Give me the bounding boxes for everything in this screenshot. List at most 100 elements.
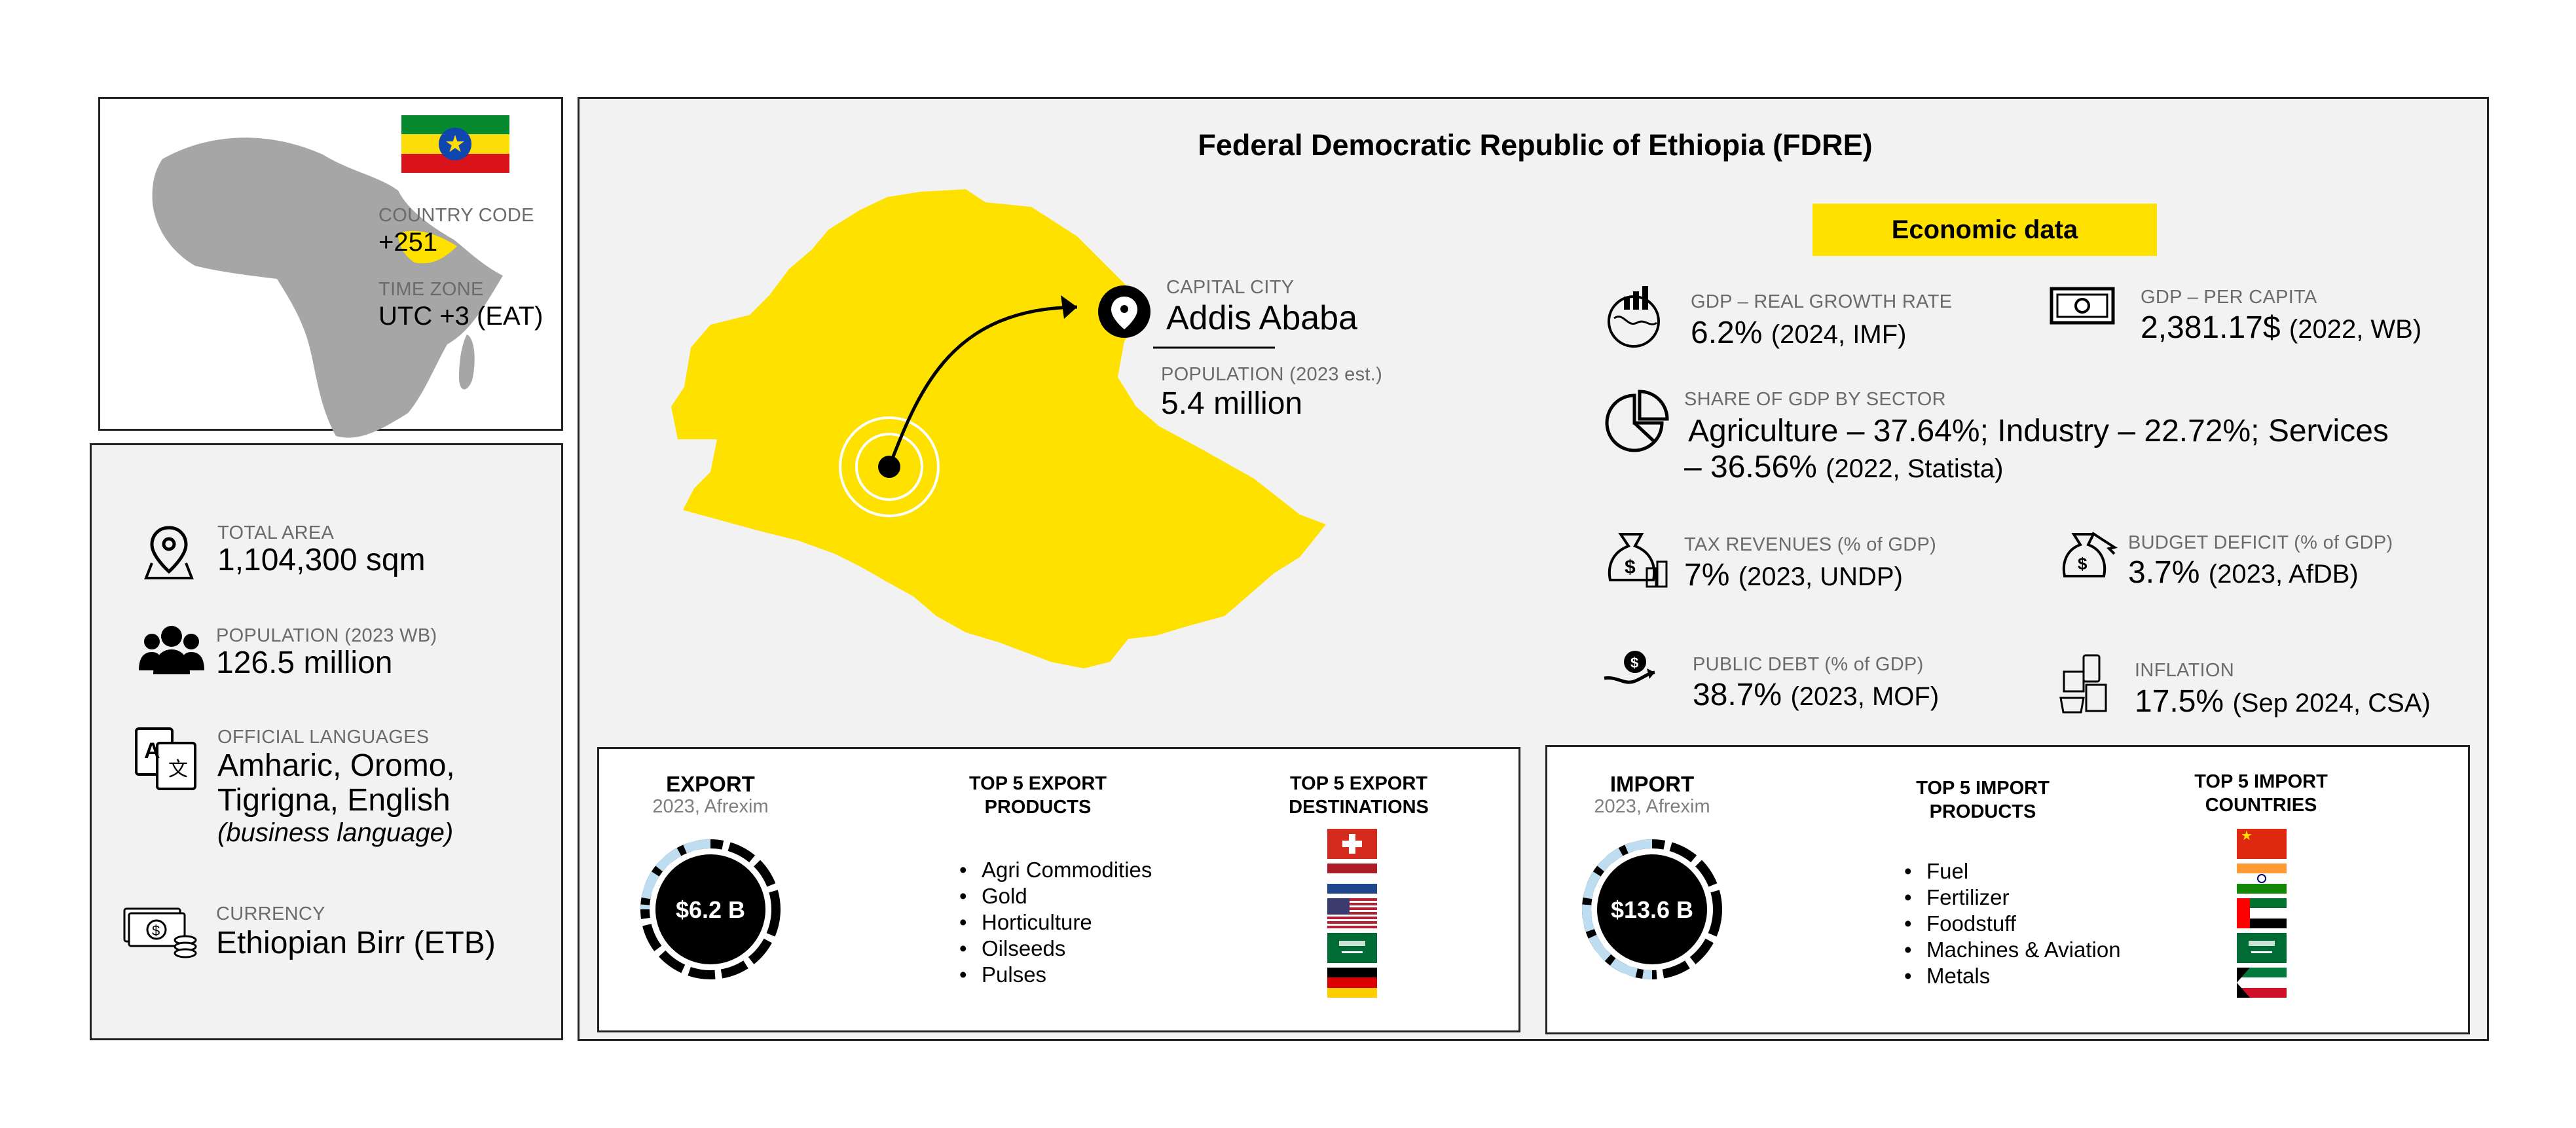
import-card: IMPORT 2023, Afrexim $13.6 B TOP 5 IMPOR… <box>1545 745 2470 1034</box>
germany-flag-icon <box>1327 968 1377 998</box>
tax-revenues-number: 7% <box>1684 558 1730 592</box>
import-countries-header-line-2: COUNTRIES <box>2205 795 2317 816</box>
gdp-sector-line-1: Agriculture – 37.64%; Industry – 22.72%;… <box>1688 414 2389 448</box>
banknote-icon <box>2050 287 2115 325</box>
currency-label: CURRENCY <box>216 903 325 924</box>
list-item: Foodstuff <box>1904 911 2121 937</box>
tax-revenues-source: (2023, UNDP) <box>1738 562 1903 591</box>
switzerland-flag-icon <box>1327 829 1377 859</box>
export-card: EXPORT 2023, Afrexim $6.2 B TOP 5 EXPORT… <box>597 747 1520 1032</box>
location-pin-icon <box>144 526 194 579</box>
gdp-per-capita-source: (2022, WB) <box>2289 315 2422 344</box>
list-item: Oilseeds <box>959 936 1152 962</box>
time-zone-label: TIME ZONE <box>378 279 484 300</box>
export-destinations-header-line-1: TOP 5 EXPORT <box>1289 773 1428 794</box>
export-destinations-header-line-2: DESTINATIONS <box>1289 797 1429 818</box>
list-item: Metals <box>1904 963 2121 989</box>
list-item: Fuel <box>1904 858 2121 884</box>
gdp-per-capita-value: 2,381.17$ (2022, WB) <box>2141 310 2421 346</box>
translate-language-icon: A 文 <box>135 727 196 790</box>
svg-text:$: $ <box>1625 556 1636 578</box>
gdp-growth-value: 6.2% (2024, IMF) <box>1691 315 1906 351</box>
saudi-arabia-flag-icon <box>2237 933 2287 963</box>
inflation-number: 17.5% <box>2135 684 2224 719</box>
country-card: ★ COUNTRY CODE +251 TIME ZONE UTC +3 (EA… <box>98 97 563 438</box>
budget-deficit-label: BUDGET DEFICIT (% of GDP) <box>2128 532 2393 553</box>
gdp-sector-line-2: – 36.56% (2022, Statista) <box>1684 449 2003 485</box>
capital-population-label: POPULATION (2023 est.) <box>1161 364 1383 385</box>
country-code-value: +251 <box>378 228 438 257</box>
languages-line-1: Amharic, Oromo, <box>217 748 455 783</box>
gdp-sector-source: (2022, Statista) <box>1826 454 2004 483</box>
capital-city-value: Addis Ababa <box>1166 299 1358 337</box>
export-source: 2023, Afrexim <box>652 796 769 817</box>
import-products-header-line-2: PRODUCTS <box>1929 801 2036 822</box>
public-debt-label: PUBLIC DEBT (% of GDP) <box>1693 654 1924 675</box>
svg-text:A: A <box>144 738 160 763</box>
languages-note: (business language) <box>217 818 454 847</box>
china-flag-icon: ★ <box>2237 829 2287 859</box>
export-products-list: Agri Commodities Gold Horticulture Oilse… <box>959 857 1152 988</box>
import-countries-header-line-1: TOP 5 IMPORT <box>2194 771 2328 792</box>
india-flag-icon <box>2237 864 2287 894</box>
main-panel: Federal Democratic Republic of Ethiopia … <box>578 97 2489 1041</box>
total-area-value: 1,104,300 sqm <box>217 543 426 577</box>
gdp-growth-globe-icon <box>1608 286 1660 348</box>
import-title: IMPORT <box>1610 772 1695 796</box>
svg-text:$: $ <box>2078 554 2088 573</box>
usa-flag-icon <box>1327 898 1377 928</box>
cash-money-icon: $ <box>123 907 197 958</box>
public-debt-value: 38.7% (2023, MOF) <box>1693 677 1939 713</box>
tax-money-bag-icon: $ <box>1608 533 1668 588</box>
public-debt-icon: $ <box>1604 651 1655 684</box>
export-products-header: TOP 5 EXPORT PRODUCTS <box>940 772 1136 819</box>
economic-data-heading: Economic data <box>1812 204 2157 256</box>
import-source: 2023, Afrexim <box>1594 796 1710 817</box>
gdp-per-capita-number: 2,381.17$ <box>2141 310 2281 345</box>
budget-deficit-number: 3.7% <box>2128 555 2200 590</box>
public-debt-source: (2023, MOF) <box>1790 682 1940 711</box>
import-value-ring <box>1581 839 1722 979</box>
population-people-icon <box>139 626 204 674</box>
list-item: Machines & Aviation <box>1904 937 2121 963</box>
list-item: Gold <box>959 883 1152 909</box>
inflation-label: INFLATION <box>2135 660 2235 681</box>
netherlands-flag-icon <box>1327 864 1377 894</box>
import-countries-header: TOP 5 IMPORT COUNTRIES <box>2163 770 2359 817</box>
currency-value: Ethiopian Birr (ETB) <box>216 926 496 960</box>
import-products-header-line-1: TOP 5 IMPORT <box>1916 778 2050 799</box>
gdp-growth-source: (2024, IMF) <box>1771 320 1907 349</box>
list-item: Horticulture <box>959 909 1152 936</box>
uae-flag-icon <box>2237 898 2287 928</box>
import-products-list: Fuel Fertilizer Foodstuff Machines & Avi… <box>1904 858 2121 989</box>
import-products-header: TOP 5 IMPORT PRODUCTS <box>1885 776 2081 824</box>
gdp-growth-number: 6.2% <box>1691 316 1763 350</box>
public-debt-number: 38.7% <box>1693 678 1782 712</box>
ethiopia-map <box>671 189 1326 668</box>
export-title: EXPORT <box>666 772 755 796</box>
export-destinations-header: TOP 5 EXPORT DESTINATIONS <box>1254 772 1463 819</box>
export-value-ring <box>640 839 781 979</box>
kuwait-flag-icon <box>2237 968 2287 998</box>
export-products-header-line-2: PRODUCTS <box>984 797 1092 818</box>
svg-text:$: $ <box>152 922 160 939</box>
inflation-source: (Sep 2024, CSA) <box>2232 689 2431 718</box>
page-title: Federal Democratic Republic of Ethiopia … <box>1198 128 1873 162</box>
population-label: POPULATION (2023 WB) <box>216 625 437 646</box>
languages-line-2: Tigrigna, English <box>217 783 451 818</box>
population-value: 126.5 million <box>216 646 393 680</box>
budget-deficit-bag-icon: $ <box>2062 532 2118 577</box>
inflation-groceries-icon <box>2059 654 2107 714</box>
export-products-header-line-1: TOP 5 EXPORT <box>968 773 1107 794</box>
capital-population-value: 5.4 million <box>1161 386 1303 421</box>
gdp-sector-label: SHARE OF GDP BY SECTOR <box>1684 389 1946 410</box>
list-item: Agri Commodities <box>959 857 1152 883</box>
list-item: Fertilizer <box>1904 884 2121 911</box>
tax-revenues-label: TAX REVENUES (% of GDP) <box>1684 534 1937 555</box>
pie-chart-icon <box>1605 390 1669 452</box>
tax-revenues-value: 7% (2023, UNDP) <box>1684 557 1903 593</box>
inflation-value: 17.5% (Sep 2024, CSA) <box>2135 683 2431 719</box>
capital-city-label: CAPITAL CITY <box>1166 277 1295 298</box>
total-area-label: TOTAL AREA <box>217 522 335 543</box>
budget-deficit-source: (2023, AfDB) <box>2208 560 2359 589</box>
